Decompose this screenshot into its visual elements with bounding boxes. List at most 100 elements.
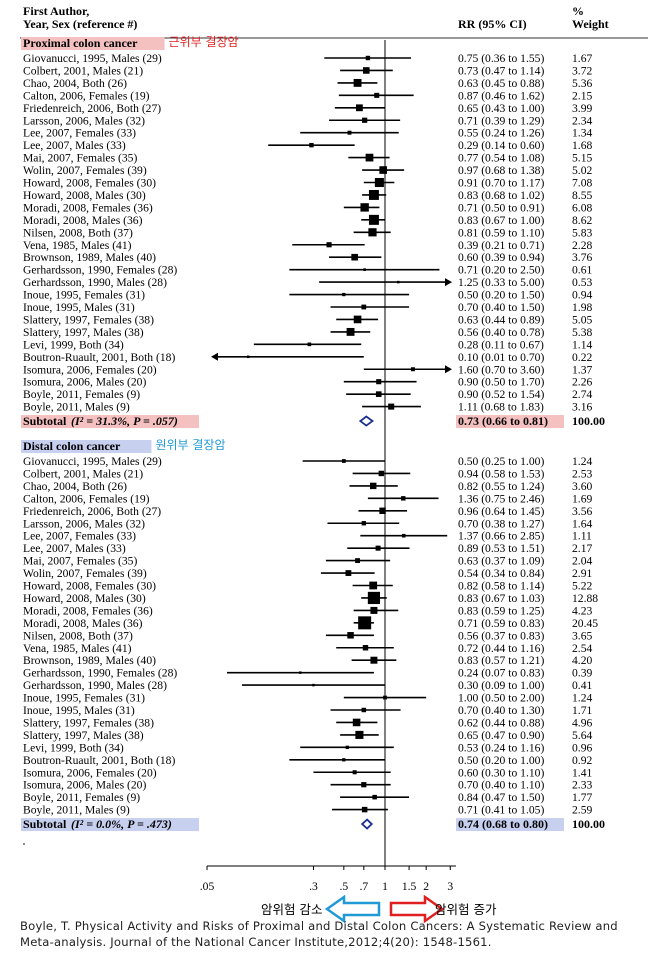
study-weight: 0.96 — [572, 741, 592, 754]
study-ci-text: 0.71 (0.41 to 1.05) — [458, 804, 544, 817]
study-label: Inoue, 1995, Males (31) — [23, 301, 135, 314]
study-ci-text: 0.10 (0.01 to 0.70) — [458, 351, 544, 364]
point-estimate — [401, 533, 406, 538]
study-ci-text: 1.60 (0.70 to 3.60) — [458, 363, 544, 376]
stray-dot — [23, 843, 25, 845]
study-label: Lee, 2007, Males (33) — [23, 139, 126, 152]
header-study-label: First Author, — [23, 4, 89, 18]
study-label: Howard, 2008, Males (30) — [23, 592, 146, 605]
study-ci-text: 0.71 (0.50 to 0.91) — [458, 201, 544, 214]
point-estimate — [352, 718, 361, 727]
point-estimate — [312, 683, 315, 687]
study-ci-text: 0.60 (0.39 to 0.94) — [458, 251, 544, 264]
study-label: Moradi, 2008, Females (36) — [23, 604, 153, 617]
study-weight: 1.37 — [572, 363, 592, 376]
x-tick-label: .3 — [309, 880, 318, 893]
study-label: Mai, 2007, Females (35) — [23, 555, 137, 568]
study-weight: 8.55 — [572, 189, 592, 202]
study-label: Gerhardsson, 1990, Males (28) — [23, 276, 167, 289]
subtotal-weight: 100.00 — [572, 817, 605, 831]
subtotal-ci-highlight — [456, 818, 564, 832]
study-weight: 1.24 — [572, 692, 592, 705]
point-estimate — [326, 242, 332, 248]
point-estimate — [356, 104, 363, 112]
study-ci-text: 0.97 (0.68 to 1.38) — [458, 164, 544, 177]
study-weight: 12.88 — [572, 592, 598, 605]
pooled-diamond — [360, 818, 374, 830]
study-label: Mai, 2007, Females (35) — [23, 152, 137, 165]
study-label: Chao, 2004, Both (26) — [23, 480, 127, 493]
study-weight: 2.26 — [572, 376, 592, 389]
study-weight: 1.14 — [572, 338, 592, 351]
study-label: Boyle, 2011, Females (9) — [23, 791, 140, 804]
point-estimate — [410, 367, 415, 372]
study-weight: 1.67 — [572, 52, 592, 65]
study-label: Friedenreich, 2006, Both (27) — [23, 505, 161, 518]
point-estimate — [375, 545, 381, 551]
study-weight: 2.04 — [572, 555, 592, 568]
study-weight: 1.77 — [572, 791, 592, 804]
study-label: Lee, 2007, Females (33) — [23, 127, 136, 140]
study-label: Wolin, 2007, Females (39) — [23, 567, 147, 580]
study-weight: 2.54 — [572, 642, 592, 655]
study-weight: 0.61 — [572, 264, 592, 277]
point-estimate — [351, 253, 358, 261]
study-ci-text: 0.65 (0.43 to 1.00) — [458, 102, 544, 115]
section-title-highlight — [21, 37, 165, 50]
study-label: Inoue, 1995, Females (31) — [23, 692, 145, 705]
study-label: Calton, 2006, Females (19) — [23, 89, 150, 102]
study-weight: 8.62 — [572, 214, 592, 227]
point-estimate — [401, 496, 406, 501]
study-ci-text: 0.70 (0.40 to 1.10) — [458, 779, 544, 792]
study-weight: 5.36 — [572, 77, 592, 90]
subtotal-ci-text: 0.73 (0.66 to 0.81) — [458, 414, 548, 428]
x-tick-label: 1.5 — [402, 880, 417, 893]
study-ci-text: 0.30 (0.09 to 1.00) — [458, 679, 544, 692]
study-weight: 2.53 — [572, 467, 592, 480]
study-weight: 5.15 — [572, 152, 592, 165]
header-rr-label: RR (95% CI) — [458, 17, 527, 31]
study-label: Gerhardsson, 1990, Females (28) — [23, 667, 177, 680]
point-estimate — [383, 695, 387, 700]
study-label: Inoue, 1995, Males (31) — [23, 704, 135, 717]
point-estimate — [363, 67, 370, 74]
study-weight: 1.64 — [572, 517, 592, 530]
point-estimate — [363, 268, 366, 271]
section-title: Distal colon cancer — [23, 439, 121, 453]
point-estimate — [374, 92, 380, 98]
point-estimate — [375, 391, 382, 397]
study-label: Vena, 1985, Males (41) — [23, 239, 132, 252]
study-ci-text: 0.39 (0.21 to 0.71) — [458, 239, 544, 252]
study-label: Moradi, 2008, Females (36) — [23, 201, 153, 214]
study-weight: 4.20 — [572, 654, 592, 667]
study-weight: 3.56 — [572, 505, 592, 518]
point-estimate — [347, 632, 354, 639]
study-label: Isomura, 2006, Females (20) — [23, 363, 157, 376]
point-estimate — [309, 142, 314, 148]
study-weight: 1.11 — [572, 530, 592, 543]
point-estimate — [352, 770, 357, 775]
study-ci-text: 0.72 (0.44 to 1.16) — [458, 642, 544, 655]
increase-label: 암위험 증가 — [435, 902, 497, 917]
study-ci-text: 0.77 (0.54 to 1.08) — [458, 152, 544, 165]
point-estimate — [307, 342, 312, 347]
study-ci-text: 0.89 (0.53 to 1.51) — [458, 542, 544, 555]
point-estimate — [365, 55, 371, 61]
study-ci-text: 0.71 (0.20 to 2.50) — [458, 264, 544, 277]
study-label: Moradi, 2008, Males (36) — [23, 214, 143, 227]
section-title-highlight — [21, 440, 152, 453]
ci-arrow-left — [211, 352, 218, 361]
subtotal-label: Subtotal — [23, 817, 67, 831]
subtotal-highlight — [21, 415, 199, 429]
study-ci-text: 0.63 (0.37 to 1.09) — [458, 555, 544, 568]
study-ci-text: 0.83 (0.57 to 1.21) — [458, 654, 544, 667]
point-estimate — [346, 327, 355, 336]
study-ci-text: 0.75 (0.36 to 1.55) — [458, 52, 544, 65]
study-weight: 3.60 — [572, 480, 592, 493]
study-label: Howard, 2008, Males (30) — [23, 189, 146, 202]
study-label: Isomura, 2006, Males (20) — [23, 376, 146, 389]
study-ci-text: 0.50 (0.20 to 1.50) — [458, 289, 544, 302]
point-estimate — [368, 228, 377, 237]
point-estimate — [342, 758, 346, 762]
point-estimate — [361, 806, 368, 813]
